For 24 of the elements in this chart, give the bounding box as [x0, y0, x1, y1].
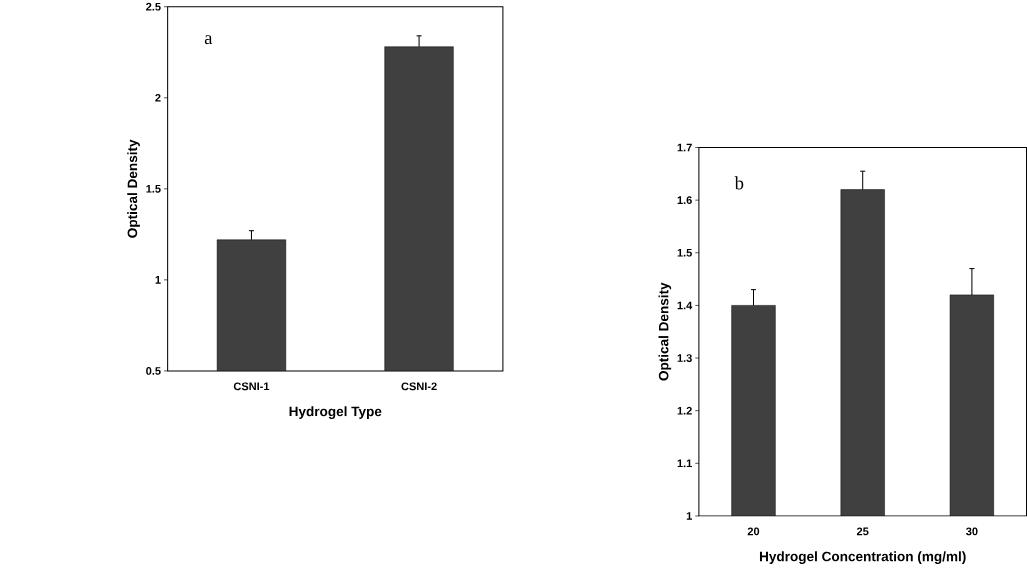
x-tick-label: 30	[966, 527, 978, 536]
y-tick-label: 1.3	[677, 354, 692, 362]
y-axis-title: Optical Density	[127, 139, 140, 238]
y-tick-label: 1.1	[677, 459, 692, 467]
y-tick-label: 1.2	[677, 406, 692, 415]
annotation: b	[734, 176, 744, 190]
y-tick-label: 1.5	[677, 248, 692, 257]
y-tick-label: 2	[155, 93, 161, 102]
y-axis-title: Optical Density	[658, 282, 672, 381]
x-tick-label: 25	[856, 527, 869, 536]
x-tick-label: CSNI-2	[401, 382, 437, 391]
y-tick-label: 0.5	[146, 366, 161, 375]
y-tick-label: 2.5	[146, 2, 161, 11]
y-tick-label: 1.5	[146, 184, 161, 193]
y-tick-label: 1	[155, 275, 161, 284]
x-tick-label: 20	[747, 527, 760, 536]
y-tick-label: 1	[686, 512, 692, 520]
annotation: a	[204, 35, 213, 45]
y-tick-label: 1.6	[677, 196, 692, 204]
x-axis-title: Hydrogel Concentration (mg/ml)	[759, 551, 966, 564]
y-tick-label: 1.7	[677, 143, 692, 152]
y-tick-label: 1.4	[677, 301, 693, 310]
x-axis-title: Hydrogel Type	[289, 406, 382, 419]
x-tick-label: CSNI-1	[233, 382, 270, 391]
